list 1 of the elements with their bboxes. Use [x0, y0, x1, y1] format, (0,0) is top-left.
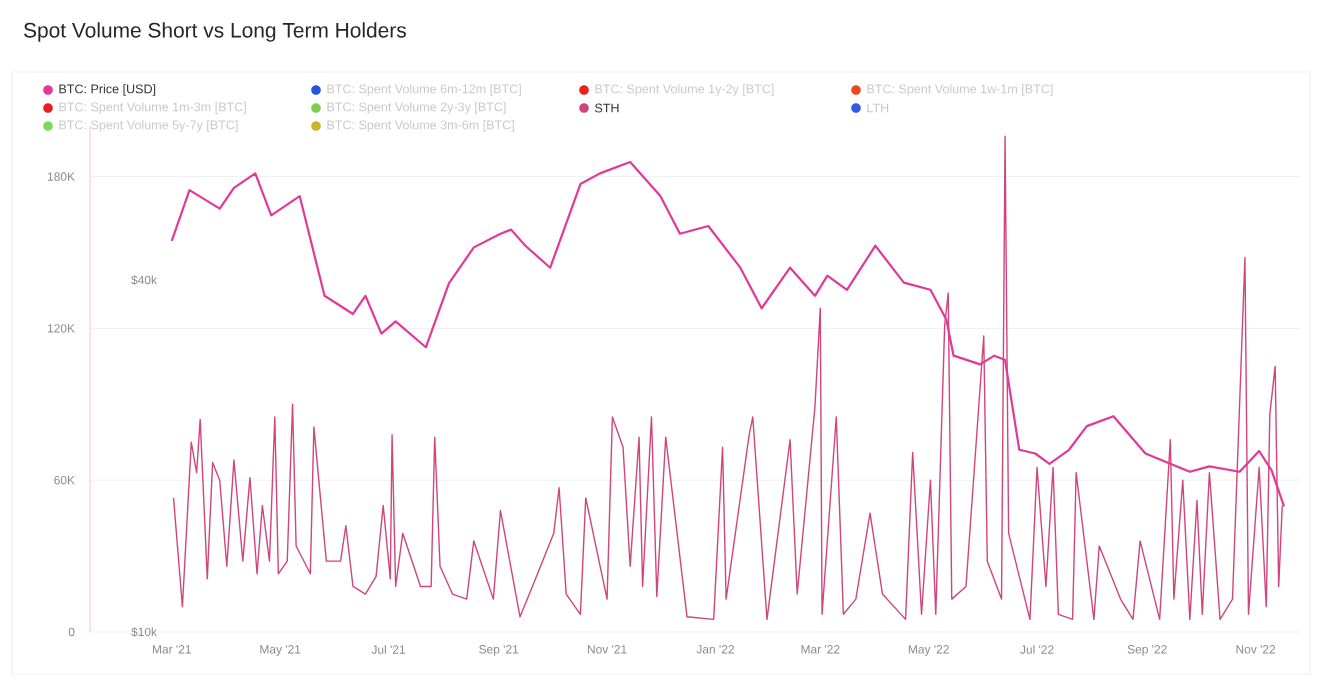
- chart-title: Spot Volume Short vs Long Term Holders: [23, 22, 406, 42]
